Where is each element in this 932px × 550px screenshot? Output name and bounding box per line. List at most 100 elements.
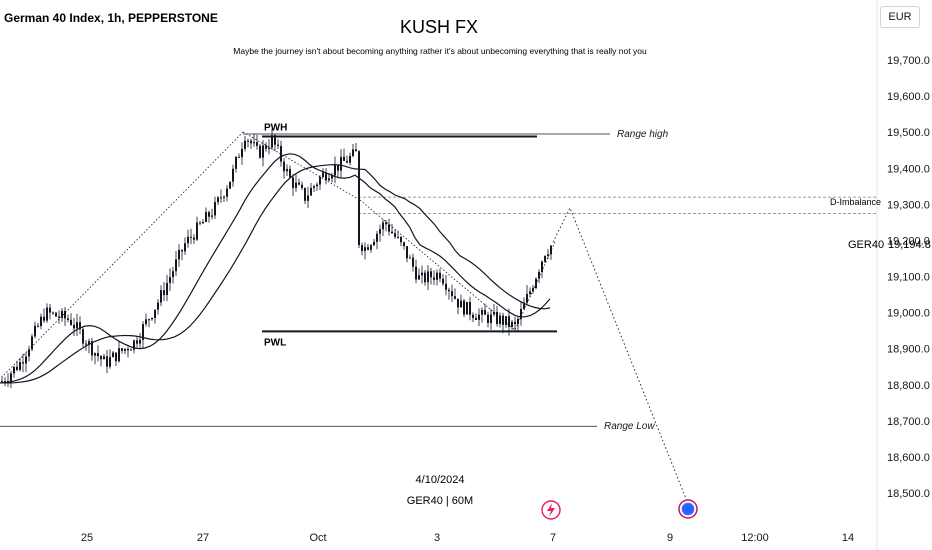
time-tick-label: 12:00: [741, 532, 769, 544]
candle-body: [433, 277, 435, 280]
projection-path: [552, 206, 689, 504]
current-price-label: 19,194.8: [888, 239, 931, 251]
candle-body: [82, 329, 84, 344]
candle-body: [154, 309, 156, 319]
brand-title: KUSH FX: [400, 17, 478, 37]
candle-body: [85, 343, 87, 345]
candle-body: [118, 348, 120, 362]
candle-body: [502, 315, 504, 325]
footer-date: 4/10/2024: [416, 474, 465, 486]
candle-body: [61, 310, 63, 318]
candle-body: [274, 135, 276, 145]
price-tick-label: 18,700.0: [887, 416, 930, 428]
event-dot-icon[interactable]: [678, 499, 698, 519]
candle-body: [196, 222, 198, 240]
candle-body: [343, 156, 345, 161]
candle-body: [55, 312, 57, 317]
candle-body: [505, 316, 507, 325]
candle-body: [448, 289, 450, 292]
candle-body: [535, 278, 537, 289]
current-symbol-label: GER40: [848, 239, 884, 251]
candle-body: [91, 341, 93, 356]
candle-body: [523, 302, 525, 309]
candle-body: [439, 272, 441, 279]
candle-body: [511, 321, 513, 327]
candle-body: [76, 322, 78, 329]
trend-line-up: [3, 131, 244, 376]
currency-selector[interactable]: EUR: [880, 6, 920, 28]
candle-body: [199, 222, 201, 224]
lightning-icon[interactable]: [541, 500, 561, 520]
candle-body: [415, 266, 417, 280]
candle-body: [460, 300, 462, 308]
candle-body: [421, 272, 423, 276]
candle-body: [241, 148, 243, 158]
candle-body: [538, 271, 540, 279]
time-axis[interactable]: 25 27 Oct 3 7 9 12:00 14: [81, 532, 854, 544]
time-tick-label: 27: [197, 532, 209, 544]
candle-body: [187, 236, 189, 244]
candle-body: [379, 229, 381, 234]
candle-body: [280, 145, 282, 162]
candle-body: [373, 241, 375, 246]
candle-body: [100, 356, 102, 360]
candle-body: [172, 271, 174, 278]
ma-slow-line: [0, 163, 551, 384]
candle-body: [130, 349, 132, 351]
candle-body: [235, 156, 237, 169]
candle-body: [391, 231, 393, 234]
candle-body: [445, 283, 447, 290]
candle-body: [253, 142, 255, 144]
candle-body: [94, 353, 96, 356]
candle-body: [259, 145, 261, 158]
price-tick-label: 19,300.0: [887, 199, 930, 211]
candle-body: [145, 319, 147, 325]
candle-body: [229, 181, 231, 189]
candle-body: [406, 246, 408, 259]
candle-body: [238, 156, 240, 158]
candle-body: [307, 195, 309, 201]
candle-body: [178, 249, 180, 260]
candle-body: [169, 277, 171, 284]
candle-body: [301, 184, 303, 188]
candle-body: [52, 312, 54, 314]
candle-body: [136, 340, 138, 344]
candle-body: [385, 222, 387, 225]
candle-body: [109, 357, 111, 367]
candle-body: [7, 381, 9, 383]
candle-body: [256, 142, 258, 146]
candle-body: [250, 140, 252, 144]
candle-body: [115, 352, 117, 362]
candle-body: [508, 316, 510, 327]
candle-body: [121, 348, 123, 351]
footer-symbol-timeframe: GER40 | 60M: [407, 495, 473, 507]
candle-body: [25, 356, 27, 364]
candle-body: [13, 366, 15, 374]
candle-body: [208, 212, 210, 217]
candle-body: [472, 314, 474, 318]
candle-body: [202, 221, 204, 224]
candle-body: [40, 316, 42, 327]
candle-body: [247, 140, 249, 142]
candle-body: [316, 184, 318, 187]
quote-text: Maybe the journey isn't about becoming a…: [233, 46, 647, 56]
candle-body: [262, 145, 264, 158]
price-axis[interactable]: 19,700.0 19,600.0 19,500.0 19,400.0 19,300.0…: [887, 55, 930, 500]
price-tick-label: 19,400.0: [887, 163, 930, 175]
candle-body: [190, 236, 192, 238]
candle-body: [496, 311, 498, 324]
candle-body: [451, 291, 453, 297]
candle-body: [478, 314, 480, 320]
candle-body: [283, 161, 285, 172]
candle-body: [232, 168, 234, 182]
candle-body: [457, 298, 459, 308]
candle-body: [124, 348, 126, 351]
time-tick-label: 7: [550, 532, 556, 544]
price-tick-label: 19,600.0: [887, 91, 930, 103]
range-low-label: Range Low: [604, 421, 655, 432]
candle-body: [466, 301, 468, 315]
candle-body: [37, 325, 39, 327]
ma-fast-line: [0, 153, 551, 384]
candle-body: [211, 215, 213, 217]
